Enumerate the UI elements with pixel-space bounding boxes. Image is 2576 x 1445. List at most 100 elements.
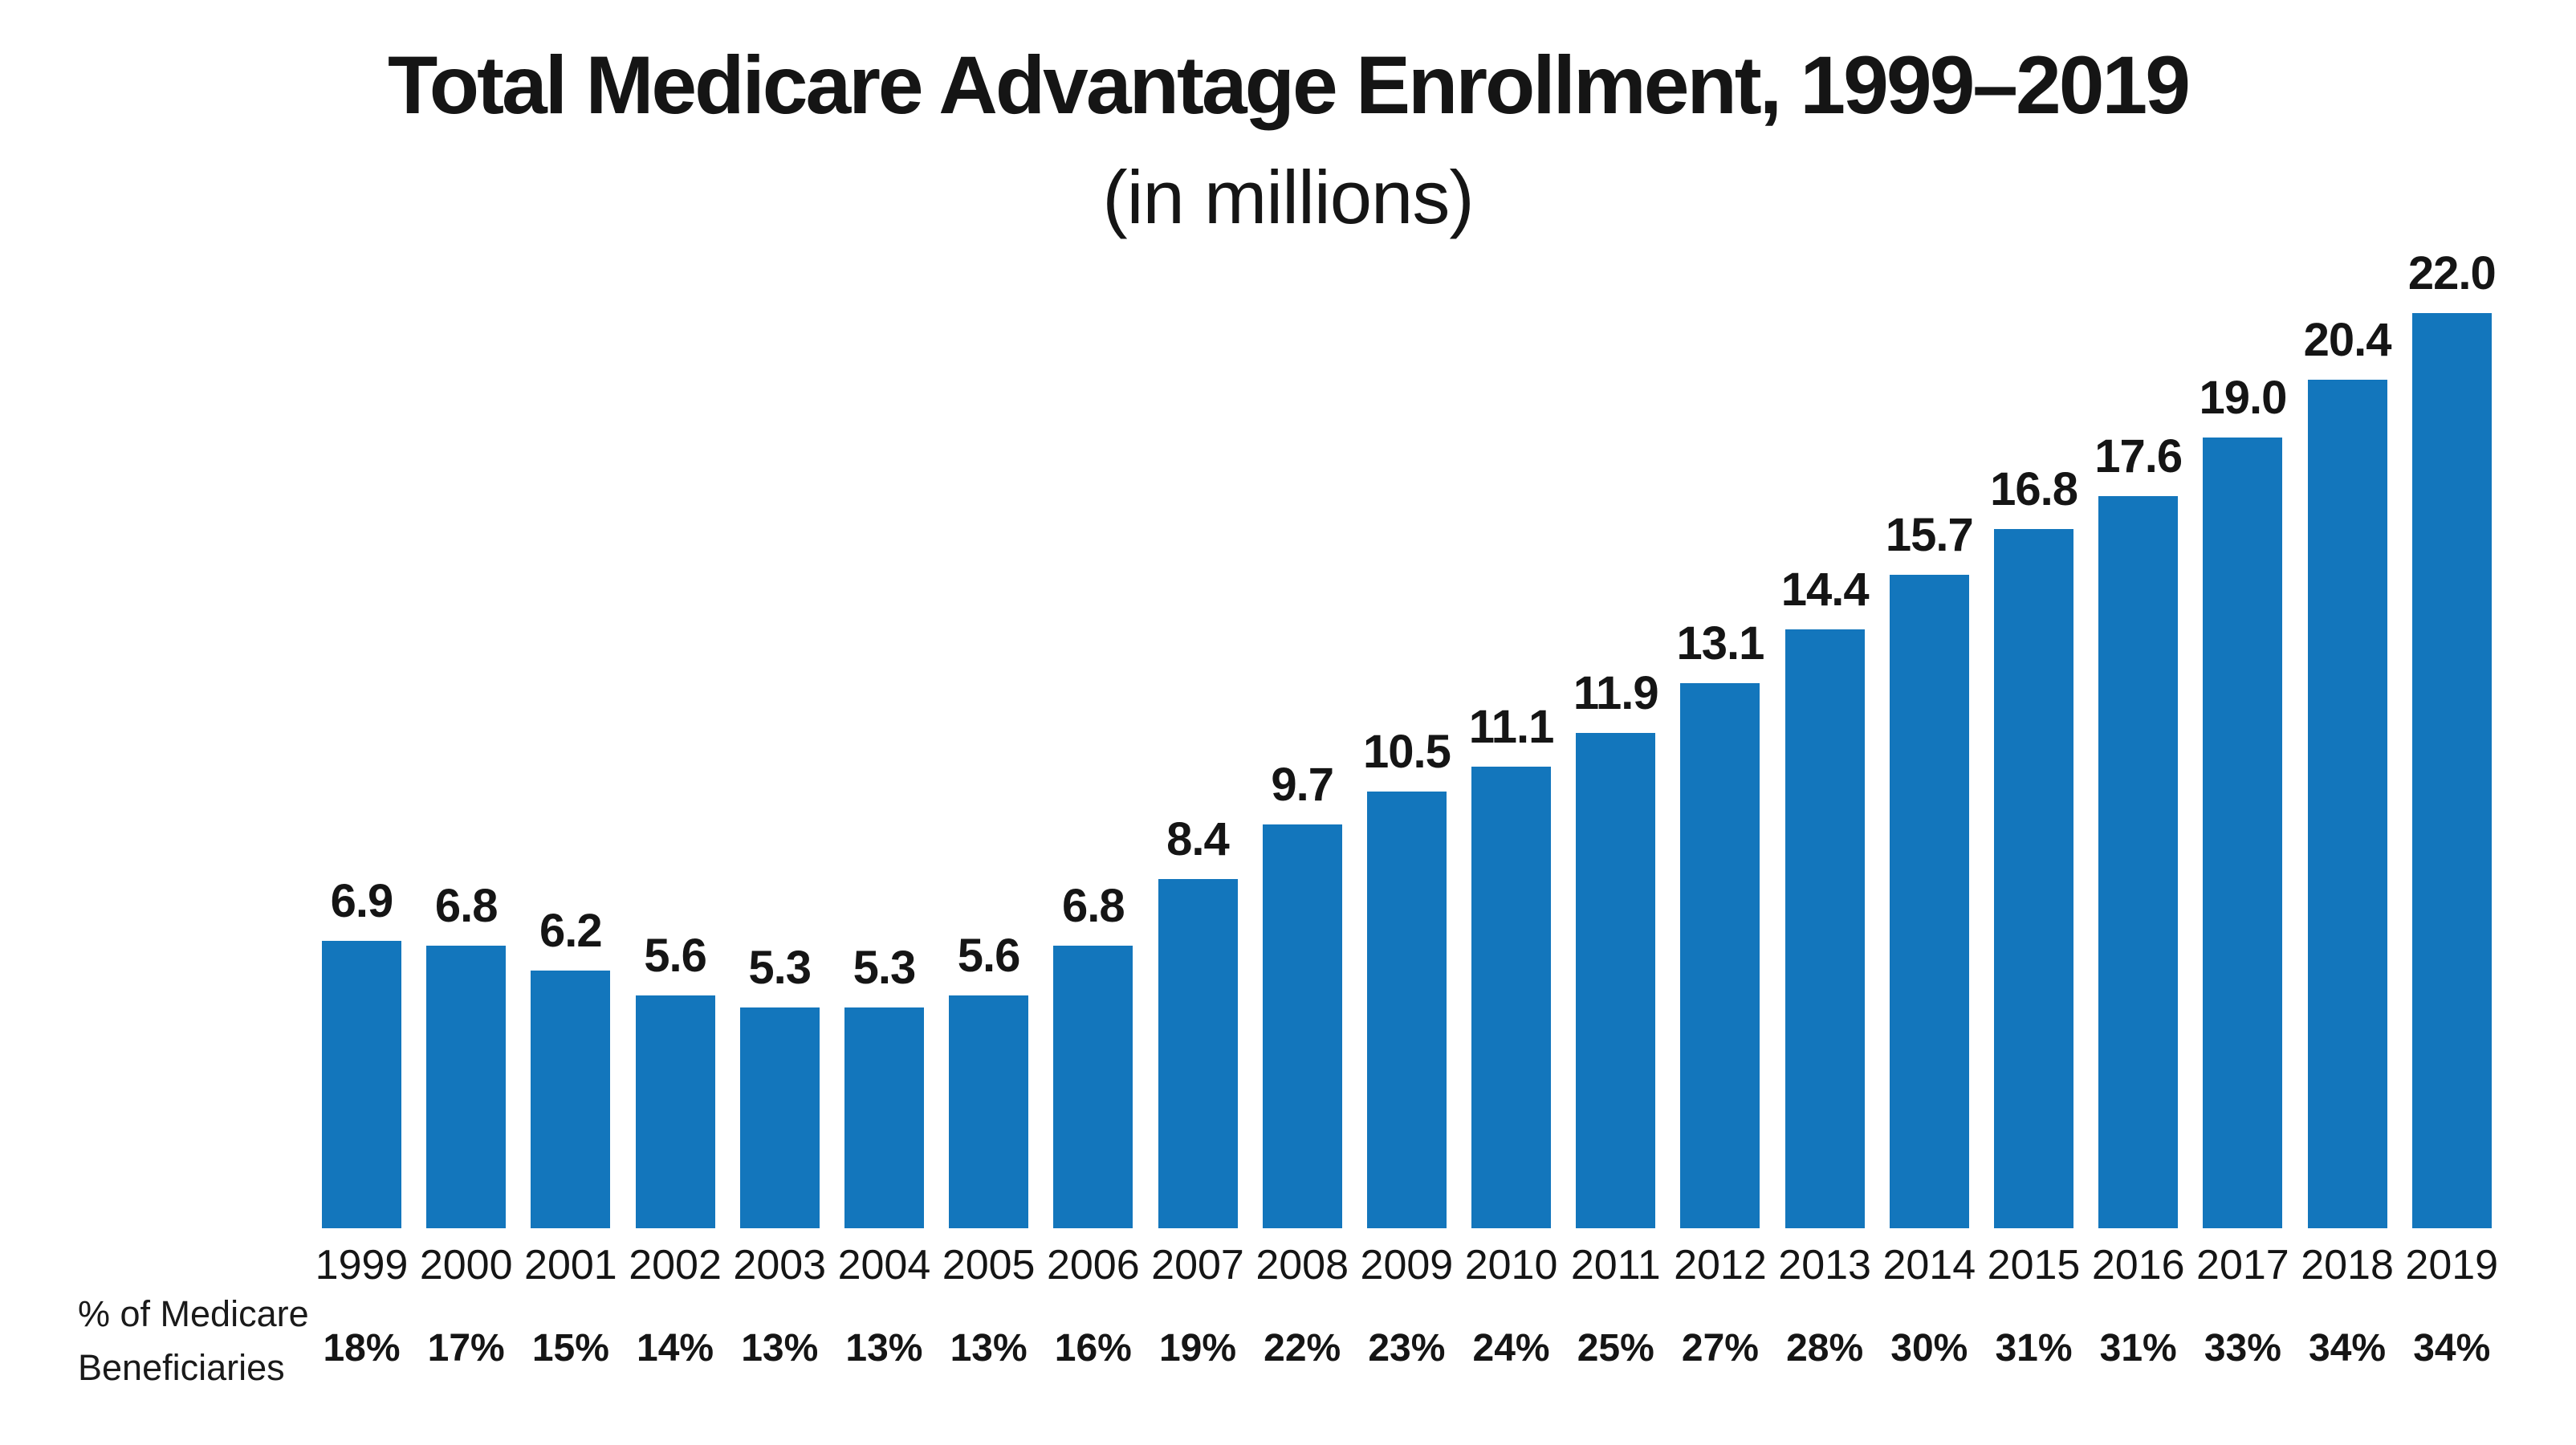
year-label: 2015 [1987, 1242, 2081, 1288]
bar-column: 6.8 [426, 879, 507, 1228]
bar-column: 15.7 [1886, 508, 1974, 1228]
bar-value-label: 6.8 [434, 880, 499, 932]
bar-column: 5.3 [739, 941, 820, 1228]
pct-label: 25% [1577, 1327, 1654, 1370]
bar-value-label: 16.8 [1990, 463, 2078, 515]
bar [1366, 792, 1447, 1228]
bar [426, 946, 507, 1228]
bar [1576, 733, 1656, 1228]
bar-column: 5.6 [949, 929, 1029, 1228]
bar [2098, 496, 2179, 1228]
pct-row-label-line1: % of Medicare [78, 1293, 309, 1334]
bar [844, 1007, 924, 1228]
year-label: 2012 [1674, 1242, 1767, 1288]
bar [1680, 683, 1760, 1228]
bar-column: 17.6 [2094, 429, 2183, 1228]
bar [949, 995, 1029, 1228]
bar-value-label: 5.3 [748, 942, 812, 994]
year-label: 2019 [2405, 1242, 2499, 1288]
bar-value-label: 5.3 [853, 942, 917, 994]
years-row: 1999 2000 2001 2002 2003 2004 2005 2006 2007 2008… [315, 1241, 2499, 1289]
bar [2411, 313, 2492, 1228]
bar-column: 19.0 [2199, 371, 2287, 1228]
pct-label: 19% [1158, 1327, 1237, 1370]
year-label: 2005 [942, 1242, 1036, 1288]
bar-value-label: 5.6 [957, 930, 1021, 982]
bar-value-label: 14.4 [1780, 564, 1870, 616]
pct-label: 30% [1890, 1327, 1968, 1370]
bar [1158, 879, 1238, 1228]
bar-value-label: 15.7 [1885, 509, 1974, 561]
pct-label: 33% [2204, 1327, 2281, 1370]
bar-column: 5.3 [844, 941, 924, 1228]
bar-value-label: 11.1 [1468, 701, 1555, 753]
bar-value-label: 17.6 [2094, 430, 2183, 482]
pct-label: 16% [1054, 1327, 1132, 1370]
bar-column: 6.8 [1053, 879, 1133, 1228]
pct-label: 17% [427, 1327, 505, 1370]
bar-column: 11.9 [1573, 666, 1659, 1228]
year-label: 1999 [315, 1242, 409, 1288]
bar-column: 5.6 [635, 929, 715, 1228]
bar-column: 13.1 [1677, 617, 1764, 1228]
pct-label: 22% [1264, 1327, 1341, 1370]
pct-label: 24% [1472, 1327, 1550, 1370]
pct-label: 34% [2413, 1327, 2491, 1370]
pct-label: 31% [1995, 1327, 2073, 1370]
bar-column: 8.4 [1158, 812, 1238, 1228]
year-label: 2004 [837, 1242, 931, 1288]
bar [2203, 438, 2283, 1228]
year-label: 2011 [1570, 1242, 1661, 1288]
bar-column: 14.4 [1781, 563, 1870, 1228]
bar [322, 941, 401, 1228]
bar-value-label: 20.4 [2303, 314, 2392, 366]
year-label: 2006 [1046, 1242, 1140, 1288]
year-label: 2018 [2301, 1242, 2394, 1288]
bar [531, 971, 611, 1228]
year-label: 2008 [1255, 1242, 1349, 1288]
bar-value-label: 8.4 [1166, 813, 1230, 865]
bar [2307, 380, 2387, 1228]
year-label: 2002 [629, 1242, 722, 1288]
plot-area: 6.9 6.8 6.2 5.6 5.3 5.3 5.6 6.8 8.4 9.7 10.5 11.1 11… [322, 209, 2497, 1228]
pct-label: 23% [1368, 1327, 1446, 1370]
bar [1994, 529, 2073, 1228]
bar-value-label: 6.2 [539, 905, 603, 957]
bar-value-label: 5.6 [644, 930, 707, 982]
bar [1889, 575, 1969, 1228]
pct-label: 13% [741, 1327, 819, 1370]
bar [1053, 946, 1133, 1228]
bar-column: 20.4 [2304, 313, 2392, 1228]
year-label: 2001 [524, 1242, 617, 1288]
bar-value-label: 10.5 [1362, 726, 1451, 778]
pct-label: 18% [323, 1327, 401, 1370]
pct-label: 13% [845, 1327, 923, 1370]
pct-label: 34% [2309, 1327, 2387, 1370]
bar-column: 6.2 [531, 904, 611, 1228]
bar [635, 995, 715, 1228]
pct-label: 13% [950, 1327, 1028, 1370]
bar [1262, 824, 1342, 1228]
bar-column: 9.7 [1262, 758, 1342, 1228]
pct-row: 18% 17% 15% 14% 13% 13% 13% 16% 19% 22% 23% 24% 25% 2… [322, 1326, 2492, 1370]
year-label: 2010 [1464, 1242, 1558, 1288]
bar-column: 6.9 [322, 874, 401, 1228]
bar-value-label: 6.9 [330, 875, 394, 927]
pct-label: 31% [2099, 1327, 2177, 1370]
bar-value-label: 9.7 [1271, 759, 1334, 811]
pct-row-label: % of Medicare Beneficiaries [78, 1288, 309, 1394]
chart-subtitle: (in millions) [1102, 155, 1474, 239]
bar-column: 11.1 [1468, 700, 1555, 1228]
pct-label: 14% [637, 1327, 714, 1370]
pct-label: 28% [1786, 1327, 1864, 1370]
year-label: 2016 [2091, 1242, 2185, 1288]
bar-value-label: 11.9 [1573, 667, 1659, 719]
bar-column: 16.8 [1990, 462, 2078, 1228]
bar [1471, 767, 1552, 1228]
year-label: 2007 [1151, 1242, 1244, 1288]
bar-column: 22.0 [2408, 246, 2497, 1228]
year-label: 2009 [1360, 1242, 1454, 1288]
pct-label: 27% [1681, 1327, 1759, 1370]
bar [1784, 629, 1865, 1228]
